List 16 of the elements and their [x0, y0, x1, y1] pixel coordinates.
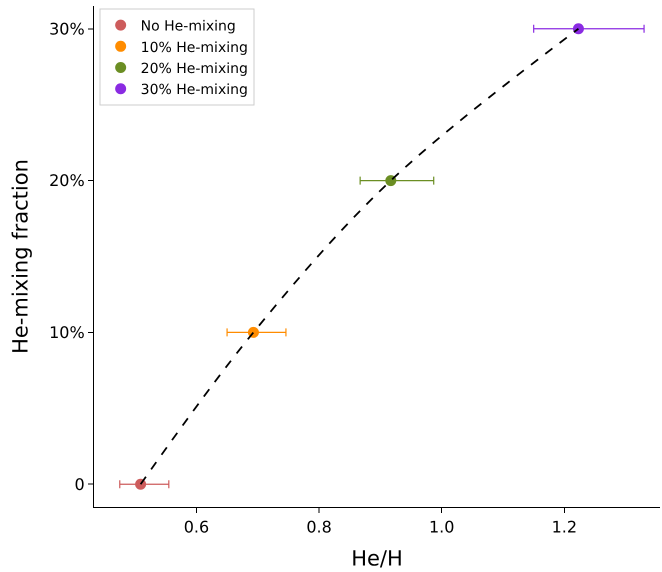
legend-label: No He-mixing: [140, 18, 236, 35]
legend-label: 20% He-mixing: [140, 60, 248, 77]
y-tick-label: 30%: [49, 19, 85, 38]
x-tick-label: 1.0: [428, 517, 454, 536]
y-tick-label: 10%: [49, 323, 85, 342]
x-tick-label: 0.6: [184, 517, 210, 536]
y-tick-label: 0: [74, 474, 85, 494]
legend-label: 30% He-mixing: [140, 82, 248, 98]
y-axis-title: He-mixing fraction: [8, 159, 32, 354]
x-axis-title: He/H: [351, 546, 403, 570]
point: [248, 326, 259, 338]
x-tick-label: 1.2: [552, 517, 578, 536]
point: [385, 175, 396, 186]
y-tick-label: 20%: [49, 171, 85, 190]
x-tick-label: 0.8: [306, 517, 332, 536]
legend-label: 10% He-mixing: [140, 40, 248, 56]
